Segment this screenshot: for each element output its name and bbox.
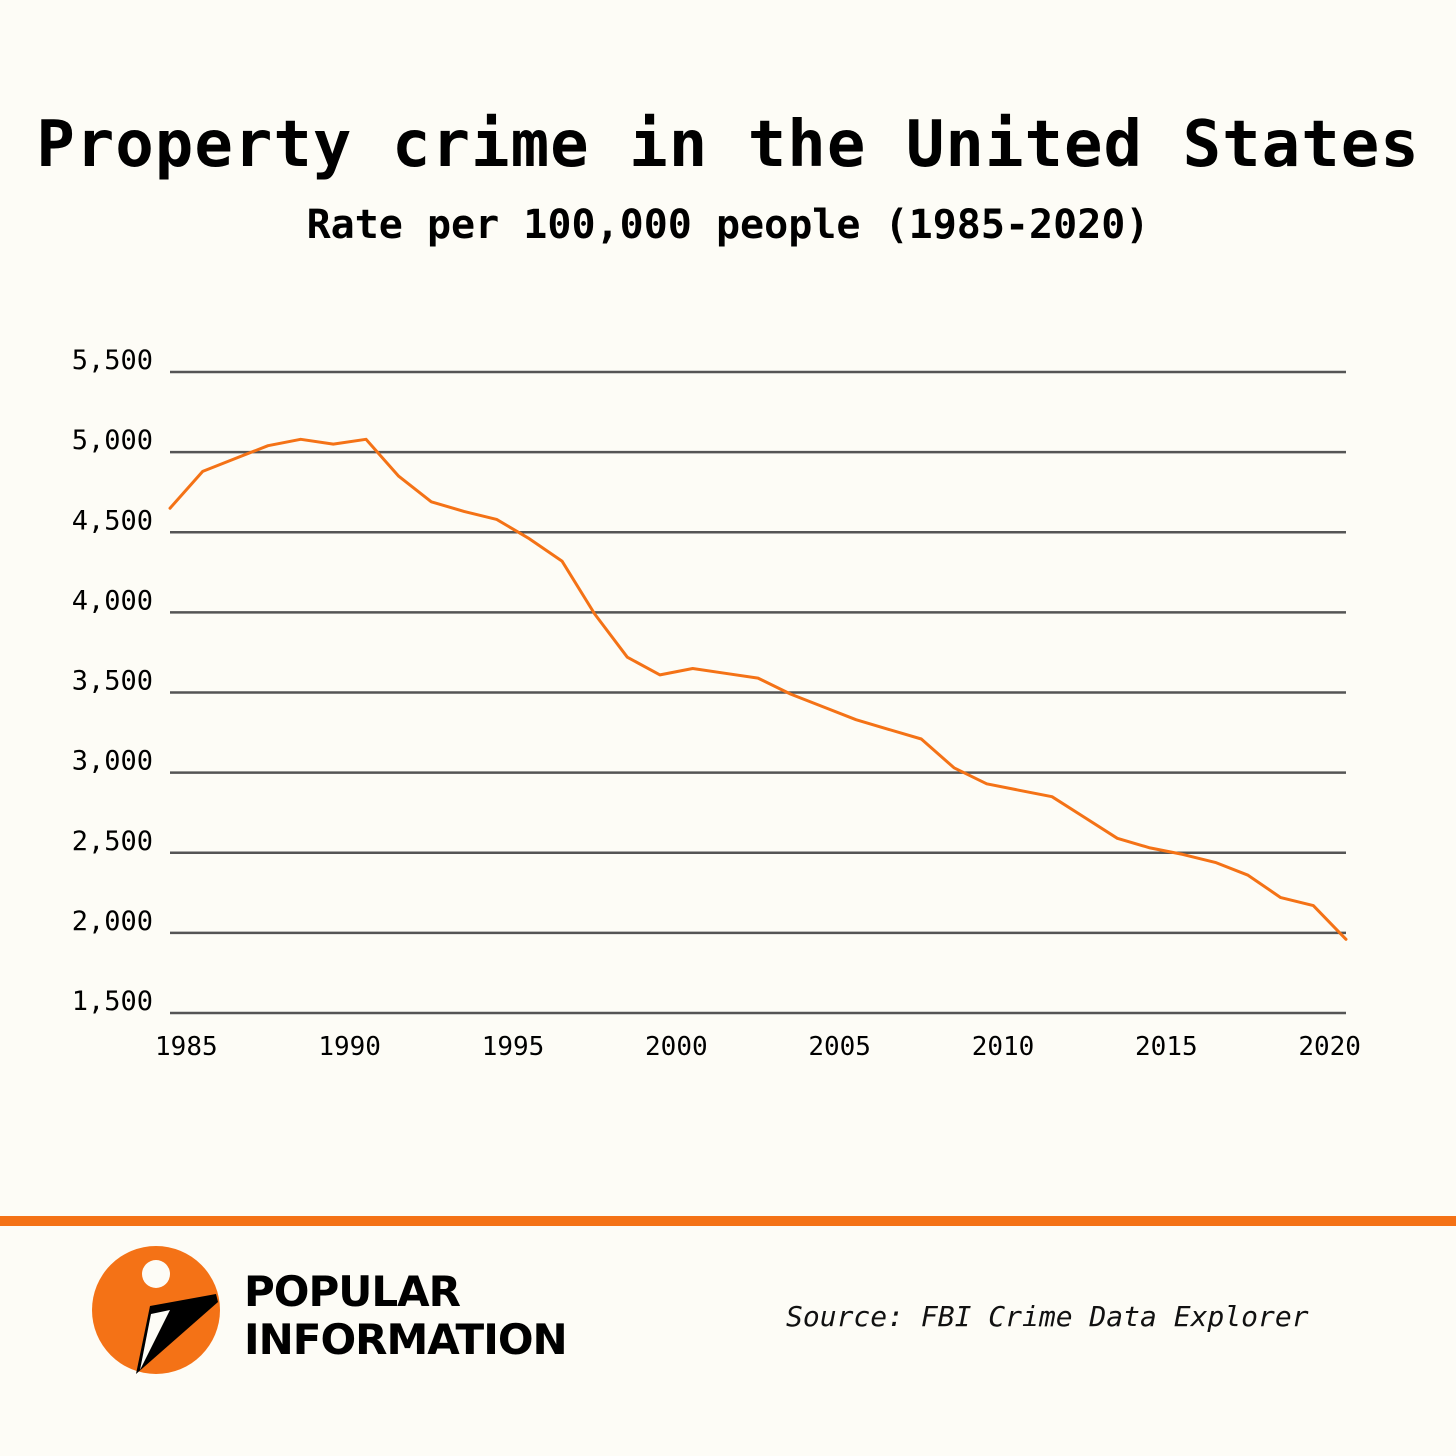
source-note: Source: FBI Crime Data Explorer	[786, 1300, 1309, 1333]
y-tick-label: 3,500	[72, 666, 153, 697]
y-tick-label: 1,500	[72, 986, 153, 1017]
x-axis-labels: 1985 1990 1995 2000 2005 2010 2015 2020	[155, 1032, 1361, 1062]
x-tick-label: 1985	[155, 1032, 218, 1062]
y-tick-label: 2,500	[72, 826, 153, 857]
divider-rule	[0, 1216, 1456, 1226]
series-line	[168, 437, 1348, 941]
x-tick-label: 2005	[808, 1032, 871, 1062]
y-tick-label: 3,000	[72, 746, 153, 777]
grid-lines	[170, 370, 1346, 1015]
x-tick-label: 1995	[482, 1032, 545, 1062]
x-tick-label: 2010	[972, 1032, 1035, 1062]
x-tick-label: 2000	[645, 1032, 708, 1062]
y-tick-label: 4,000	[72, 585, 153, 616]
y-tick-label: 4,500	[72, 505, 153, 536]
brand-line-1: POPULAR	[244, 1267, 461, 1316]
y-axis-labels: 5,500 5,000 4,500 4,000 3,500 3,000 2,500 2,000…	[72, 345, 153, 1017]
chart-subtitle: Rate per 100,000 people (1985-2020)	[306, 202, 1150, 248]
line-chart: 5,500 5,000 4,500 4,000 3,500 3,000 2,500 2,000…	[72, 345, 1361, 1062]
brand-wordmark: POPULAR INFORMATION	[244, 1267, 568, 1364]
popular-information-logo-icon	[92, 1246, 220, 1374]
x-tick-label: 1990	[318, 1032, 381, 1062]
y-tick-label: 2,000	[72, 906, 153, 937]
y-tick-label: 5,000	[72, 425, 153, 456]
brand-line-2: INFORMATION	[244, 1315, 568, 1364]
x-tick-label: 2015	[1135, 1032, 1198, 1062]
x-tick-label: 2020	[1298, 1032, 1361, 1062]
y-tick-label: 5,500	[72, 345, 153, 376]
series-layer	[168, 437, 1348, 941]
chart-title: Property crime in the United States	[36, 108, 1420, 182]
